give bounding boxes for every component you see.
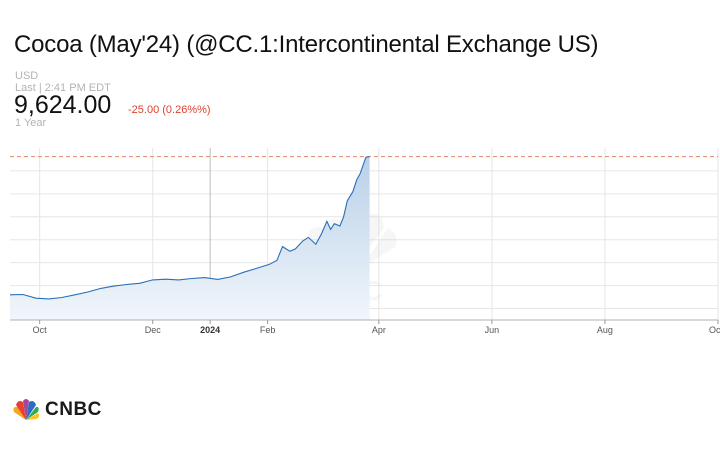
x-tick-label: Jun [485, 325, 500, 335]
currency-label: USD [15, 70, 39, 82]
time-range-selector[interactable]: 1 Year [15, 117, 47, 129]
price-series-line [9, 156, 370, 300]
x-tick-label: Dec [145, 325, 162, 335]
x-tick-label: Aug [597, 325, 613, 335]
page-title: Cocoa (May'24) (@CC.1:Intercontinental E… [14, 31, 599, 58]
price-change: -25.00 (0.26%%) [128, 104, 211, 116]
x-tick-label: 2024 [200, 325, 220, 335]
peacock-icon [13, 399, 40, 420]
x-tick-label: Oct [33, 325, 48, 335]
x-axis-ticks: Oct Dec 2024 Feb Apr Jun Aug Oct [33, 320, 720, 335]
x-tick-label: Apr [372, 325, 386, 335]
x-tick-label: Oct [709, 325, 720, 335]
last-price: 9,624.00 [14, 91, 112, 119]
x-tick-label: Feb [260, 325, 276, 335]
price-area-fill [10, 156, 370, 320]
last-update-time: Last | 2:41 PM EDT [15, 82, 111, 94]
cnbc-logo: CNBC [10, 398, 102, 422]
